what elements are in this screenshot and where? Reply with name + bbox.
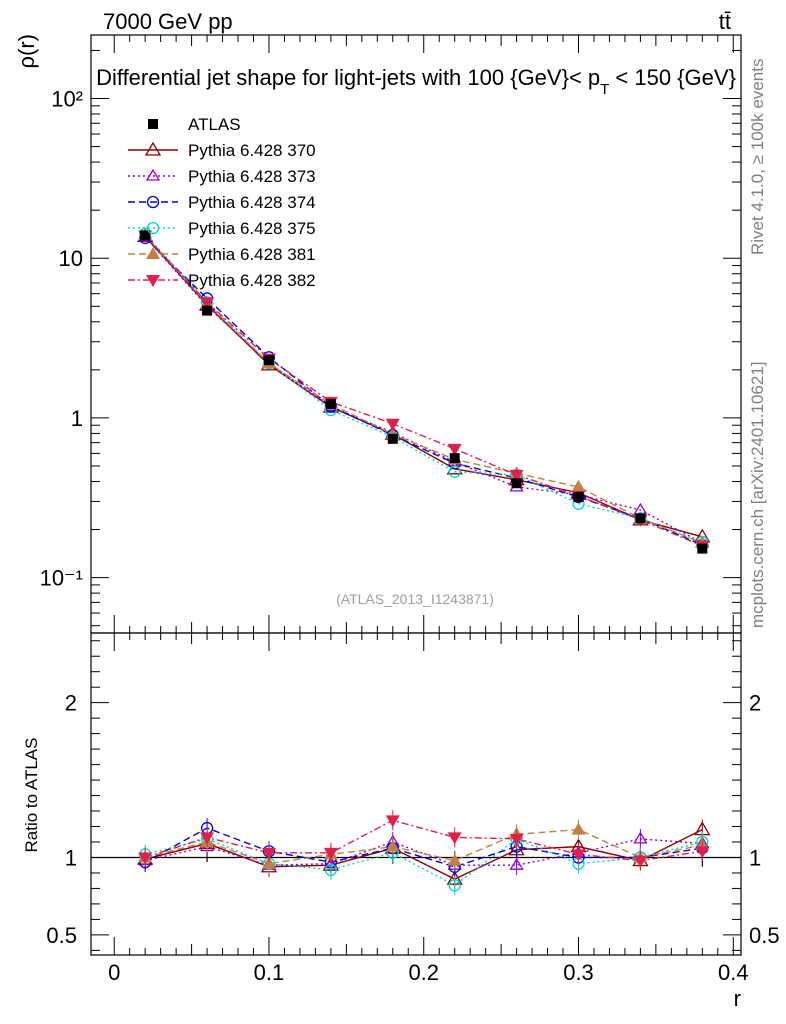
ratio-point-p381 [571,822,586,835]
legend-marker-ATLAS [148,119,158,129]
data-point-atlas [573,491,584,502]
legend-marker-p381 [146,247,160,259]
title-subscript: T [600,81,609,98]
upper-y-tick-label: 10² [51,87,83,112]
data-point-p382 [200,297,215,310]
legend-label: Pythia 6.428 382 [188,271,316,290]
ratio-y-tick-label-left: 2 [65,691,77,716]
x-tick-label: 0.4 [718,960,749,985]
ratio-point-p382 [571,849,586,862]
data-point-p382 [385,418,400,431]
legend: ATLAS Pythia 6.428 370 Pythia 6.428 373 Pyt… [128,115,316,290]
ratio-point-p382 [633,855,648,868]
ratio-line-p382 [144,819,703,862]
analysis-watermark: (ATLAS_2013_I1243871) [336,591,494,607]
data-point-atlas [635,513,646,524]
ratio-point-p382 [323,847,338,860]
data-point-atlas [511,478,522,489]
ratio-point-p382 [447,832,462,845]
x-tick-label: 0.3 [563,960,594,985]
mcplots-label: mcplots.cern.ch [arXiv:2401.10621] [748,362,767,628]
data-point-atlas [325,399,336,410]
x-tick-label: 0 [108,960,120,985]
legend-marker-p370 [144,141,162,156]
ratio-line-p374 [144,827,703,868]
ratio-point-p382 [385,815,400,828]
ratio-point-p382 [138,852,153,865]
plot-title: Differential jet shape for light-jets wi… [96,65,736,98]
data-point-atlas [697,543,708,554]
data-point-atlas [140,230,151,241]
ratio-panel: 0.5 0.5 1 1 2 2 0 0.1 0.2 0.3 0.4 [46,632,780,985]
legend-marker-p375 [146,221,160,235]
legend-label: Pythia 6.428 381 [188,245,316,264]
ratio-line-p373 [145,838,703,866]
title-main: Differential jet shape for light-jets wi… [96,65,600,90]
data-point-p375 [448,465,461,478]
legend-label: Pythia 6.428 370 [188,141,316,160]
legend-marker-p374 [146,195,160,209]
ratio-y-tick-label-right: 0.5 [749,923,780,948]
ratio-line-p370 [144,828,703,880]
upper-y-tick-label: 10 [59,246,83,271]
ratio-point-p375 [448,879,461,892]
ratio-point-p373 [633,831,648,844]
data-point-atlas [449,453,460,464]
ratio-point-p381 [447,853,462,866]
ratio-line-p375 [144,838,703,887]
data-point-p381 [571,479,586,492]
series-line-p373 [144,236,703,544]
rivet-label: Rivet 4.1.0, ≥ 100k events [748,59,767,255]
series-line-p381 [144,234,703,544]
legend-marker-p382 [146,275,160,287]
ratio-point-p382 [695,846,710,859]
ratio-point-p382 [261,847,276,860]
ratio-y-tick-label-right: 2 [749,691,761,716]
data-point-p382 [447,443,462,456]
series-line-p374 [144,237,703,546]
ratio-point-p382 [200,832,215,845]
data-point-atlas [202,305,213,316]
upper-ylabel: ρ(r) [14,34,39,69]
data-point-atlas [263,355,274,366]
data-point-p382 [509,469,524,482]
ratio-line-p381 [144,828,703,865]
ratio-y-tick-label-left: 1 [65,845,77,870]
title-tail: < 150 {GeV} [609,65,736,90]
legend-label: ATLAS [188,115,241,134]
x-tick-label: 0.2 [408,960,439,985]
legend-label: Pythia 6.428 374 [188,193,316,212]
ratio-point-p381 [385,839,400,852]
ratio-frame [90,632,742,956]
legend-label: Pythia 6.428 375 [188,219,316,238]
process-label: tt̄ [719,9,731,34]
legend-label: Pythia 6.428 373 [188,167,316,186]
lower-ylabel: Ratio to ATLAS [22,738,41,853]
ratio-y-tick-label-right: 1 [749,845,761,870]
x-axis-label: r [734,986,741,1011]
upper-y-tick-label: 1 [71,406,83,431]
series-line-p382 [144,234,703,547]
data-point-atlas [387,433,398,444]
x-tick-label: 0.1 [254,960,285,985]
upper-panel: 10² 10 1 10⁻¹ [40,34,742,634]
upper-y-tick-label: 10⁻¹ [40,566,83,591]
ratio-point-p373 [509,857,524,870]
energy-label: 7000 GeV pp [103,9,233,34]
ratio-point-p382 [509,833,524,846]
ratio-y-tick-label-left: 0.5 [46,923,77,948]
legend-marker-p373 [145,168,161,181]
